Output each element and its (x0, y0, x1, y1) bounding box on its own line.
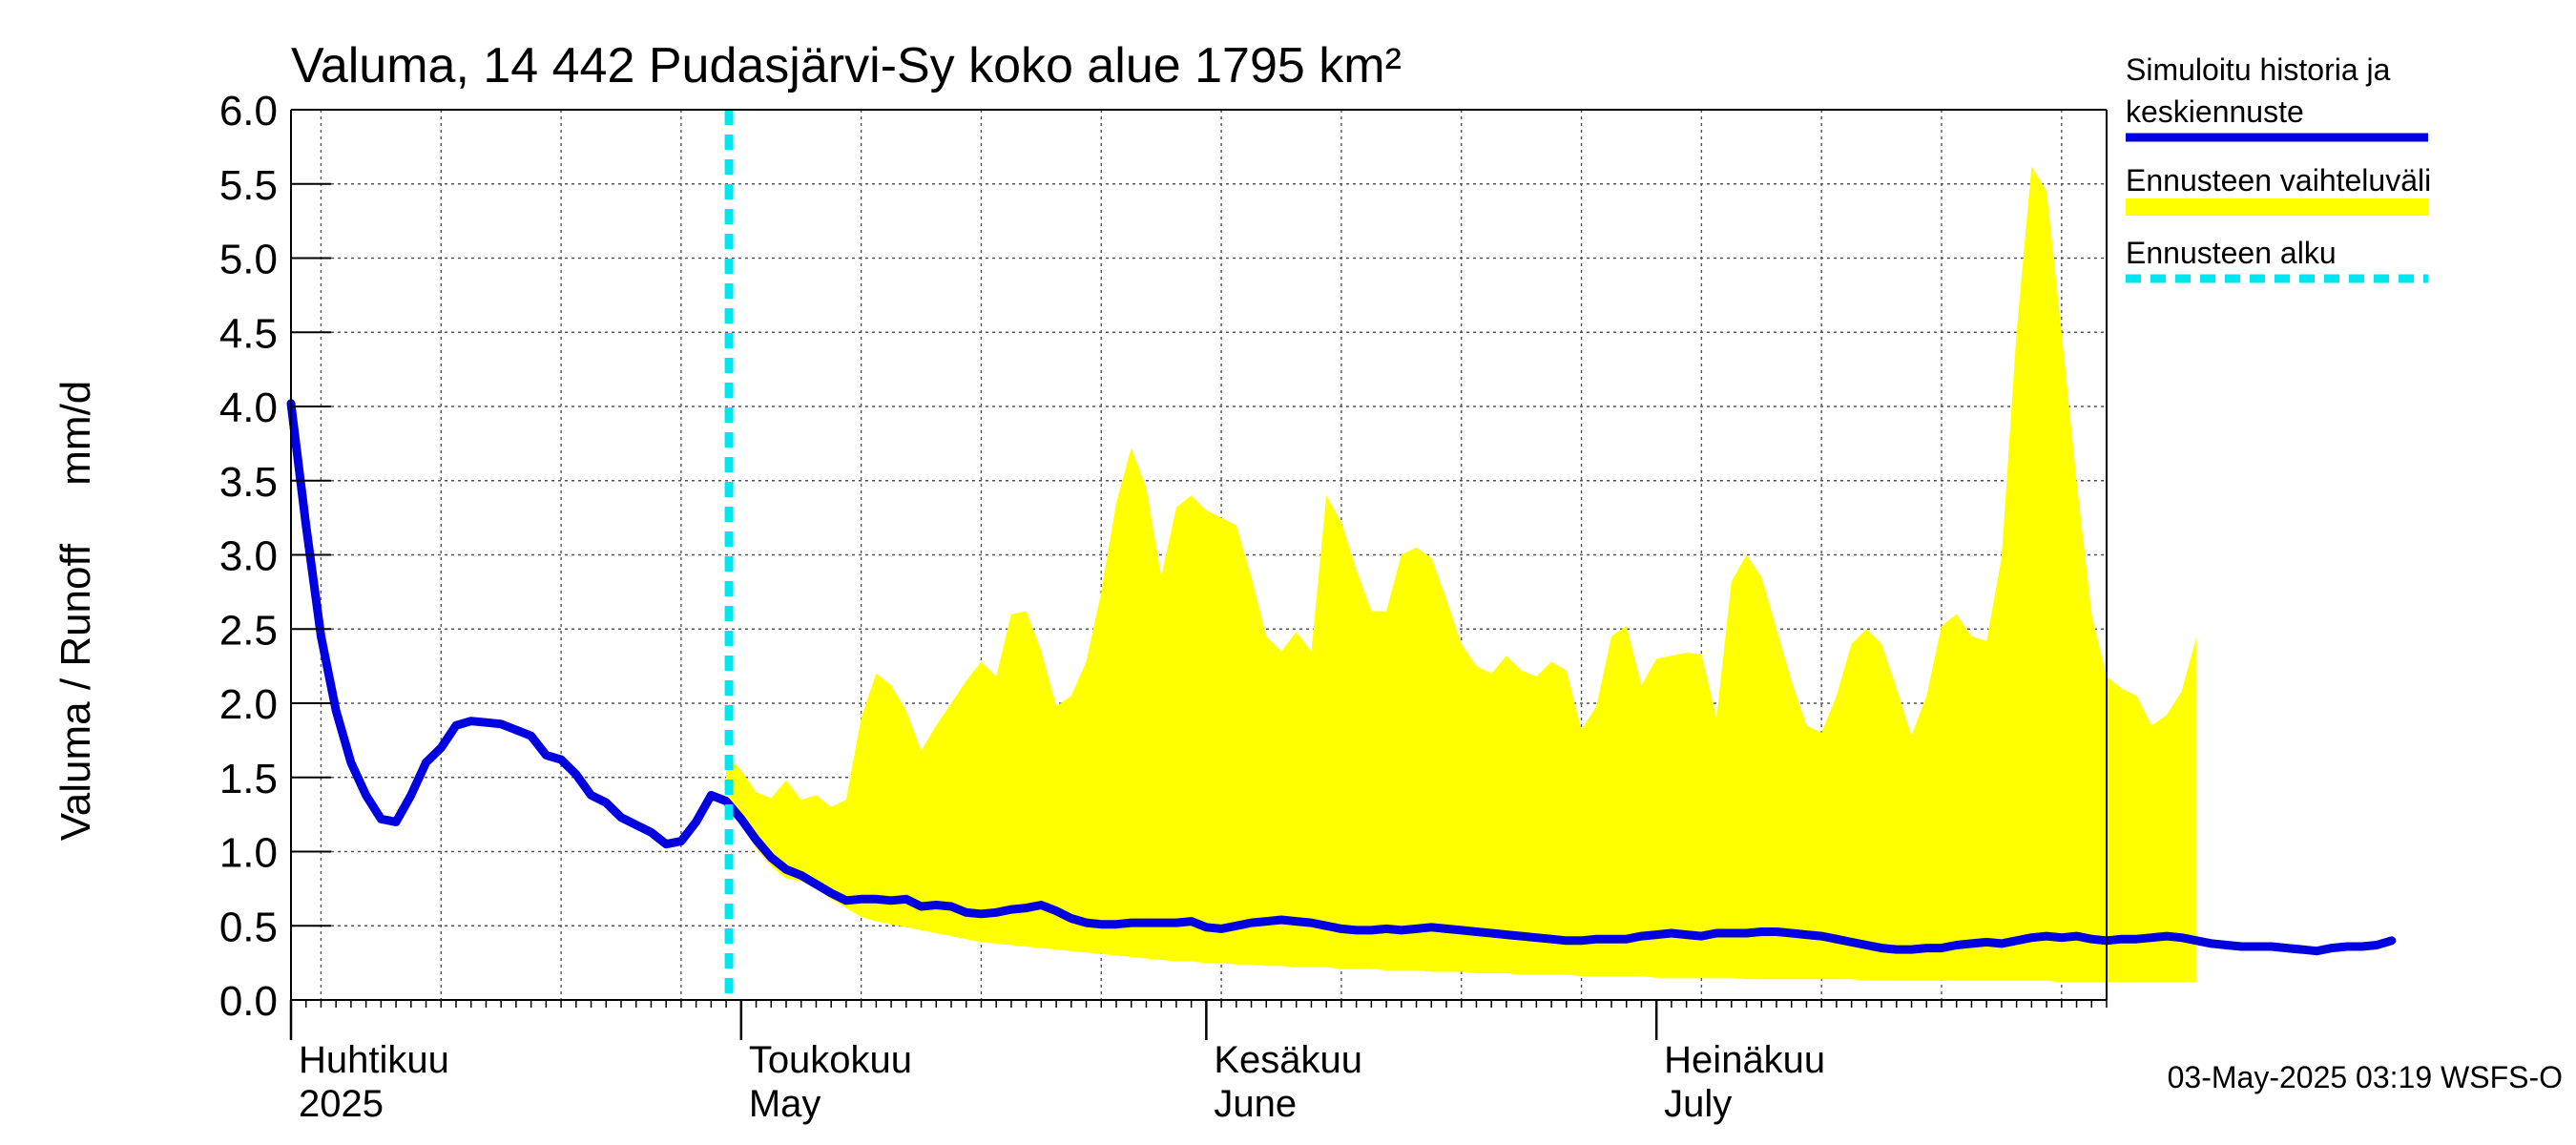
forecast-range-area (726, 166, 2197, 983)
chart-title: Valuma, 14 442 Pudasjärvi-Sy koko alue 1… (291, 38, 1402, 94)
footer-timestamp: 03-May-2025 03:19 WSFS-O (2168, 1060, 2563, 1094)
y-axis-label: Valuma / Runoff mm/d (52, 381, 99, 842)
y-tick-label-0: 0.0 (219, 978, 278, 1025)
y-tick-label-1: 0.5 (219, 904, 278, 950)
y-tick-labels: 0.0 0.5 1.0 1.5 2.0 2.5 3.0 3.5 4.0 4.5 5.0 5.5 6.0 (219, 88, 2108, 1025)
y-tick-label-2: 1.0 (219, 830, 278, 877)
legend: Simuloitu historia ja keskiennuste Ennus… (2126, 52, 2431, 283)
y-tick-label-10: 5.0 (219, 237, 278, 283)
legend-history-label-line2: keskiennuste (2126, 94, 2304, 129)
y-tick-label-12: 6.0 (219, 88, 278, 135)
month-label-fi-0: Huhtikuu (299, 1039, 449, 1081)
y-tick-label-6: 3.0 (219, 533, 278, 580)
y-tick-label-7: 3.5 (219, 459, 278, 506)
y-tick-label-5: 2.5 (219, 607, 278, 654)
y-tick-label-3: 1.5 (219, 756, 278, 802)
legend-history-label-line1: Simuloitu historia ja (2126, 52, 2391, 87)
month-label-en-0: 2025 (299, 1083, 384, 1125)
y-tick-label-9: 4.5 (219, 310, 278, 357)
y-tick-label-11: 5.5 (219, 162, 278, 209)
history-mean-line (286, 399, 2397, 956)
month-label-fi-1: Toukokuu (749, 1039, 912, 1081)
month-label-en-1: May (749, 1083, 821, 1125)
legend-range-label: Ennusteen vaihteluväli (2126, 163, 2431, 198)
legend-start-label: Ennusteen alku (2126, 236, 2337, 270)
forecast-range-band (726, 166, 2197, 983)
month-label-fi-2: Kesäkuu (1214, 1039, 1362, 1081)
history-mean-series (286, 399, 2397, 956)
y-tick-label-8: 4.0 (219, 385, 278, 431)
month-label-fi-3: Heinäkuu (1664, 1039, 1825, 1081)
month-label-en-3: July (1664, 1083, 1732, 1125)
y-tick-label-4: 2.0 (219, 681, 278, 728)
month-label-en-2: June (1214, 1083, 1297, 1125)
